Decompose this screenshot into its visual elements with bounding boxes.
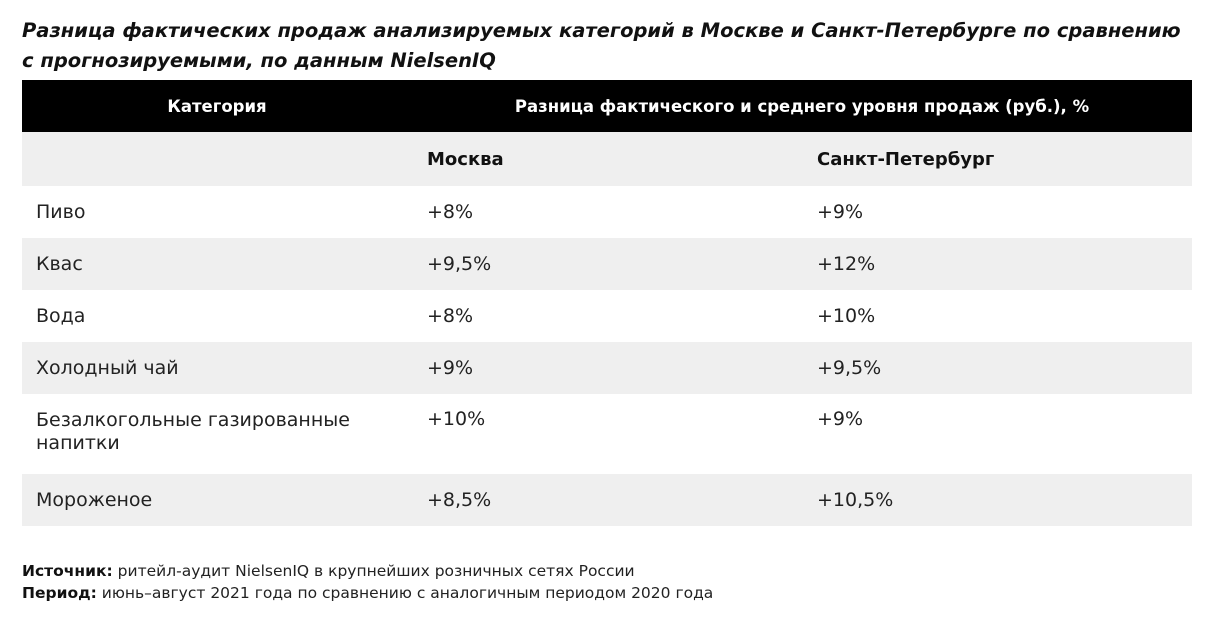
table-header-row: Категория Разница фактического и среднег… — [22, 80, 1193, 132]
row-value-moscow: +8% — [427, 304, 474, 327]
row-value-moscow: +9,5% — [412, 238, 802, 290]
subheader-spb: Санкт-Петербург — [802, 132, 1193, 186]
row-value-spb: +12% — [802, 238, 1193, 290]
row-value-moscow: +8,5% — [412, 474, 802, 526]
chart-title: Разница фактических продаж анализируемых… — [22, 19, 1181, 72]
table-row: Холодный чай +9% +9,5% — [22, 342, 1193, 394]
period-label: Период: — [22, 584, 97, 602]
footnotes: Источник: ритейл-аудит NielsenIQ в крупн… — [22, 560, 1192, 604]
row-category: Мороженое — [22, 474, 412, 526]
row-value-spb: +9,5% — [802, 342, 1193, 394]
row-category: Вода — [36, 304, 86, 327]
row-value-moscow: +8% — [427, 200, 474, 223]
period-text: июнь–август 2021 года по сравнению с ана… — [101, 584, 714, 602]
table-row: Пиво +8% +9% — [22, 186, 1192, 238]
table-row: Мороженое +8,5% +10,5% — [22, 474, 1193, 526]
row-value-spb: +10,5% — [802, 474, 1193, 526]
row-category: Пиво — [36, 200, 86, 223]
table-row: Вода +8% +10% — [22, 290, 1192, 342]
row-category: Безалкогольные газированные напитки — [36, 409, 350, 454]
table-subheader-row: Москва Санкт-Петербург — [22, 132, 1193, 186]
period-note: Период: июнь–август 2021 года по сравнен… — [22, 582, 1192, 604]
row-value-moscow: +9% — [412, 342, 802, 394]
source-note: Источник: ритейл-аудит NielsenIQ в крупн… — [22, 560, 1192, 582]
source-text: ритейл-аудит NielsenIQ в крупнейших розн… — [117, 562, 635, 580]
row-category: Квас — [22, 238, 412, 290]
row-value-moscow: +10% — [427, 408, 486, 430]
row-value-spb: +9% — [817, 200, 864, 223]
data-table: Категория Разница фактического и среднег… — [22, 80, 1193, 526]
subheader-moscow: Москва — [412, 132, 802, 186]
row-value-spb: +10% — [817, 304, 876, 327]
row-value-spb: +9% — [817, 408, 864, 430]
row-category: Холодный чай — [22, 342, 412, 394]
table-row: Квас +9,5% +12% — [22, 238, 1193, 290]
source-label: Источник: — [22, 562, 113, 580]
header-difference: Разница фактического и среднего уровня п… — [412, 80, 1193, 132]
header-category: Категория — [22, 80, 412, 132]
table-row: Безалкогольные газированные напитки +10%… — [22, 394, 1192, 474]
subheader-blank — [22, 132, 412, 186]
